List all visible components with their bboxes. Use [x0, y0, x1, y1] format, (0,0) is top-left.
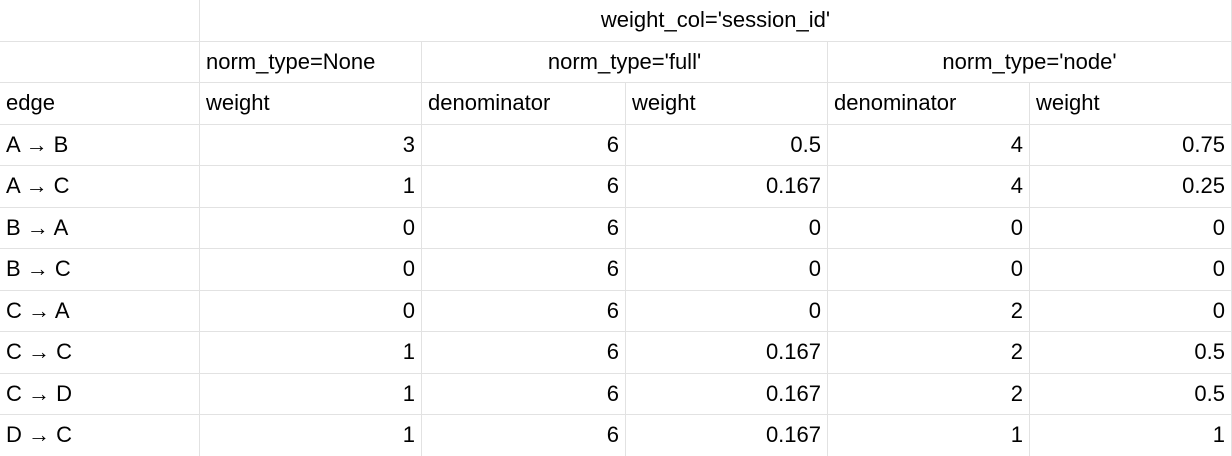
edge-label: C → A [0, 290, 200, 332]
value-cell: 0 [1030, 290, 1232, 332]
edge-label: D → C [0, 415, 200, 456]
column-header: edge [0, 83, 200, 125]
value-cell: 4 [828, 166, 1030, 208]
column-header: weight [200, 83, 422, 125]
value-cell: 0.167 [626, 415, 828, 456]
value-cell: 6 [422, 207, 626, 249]
value-cell: 2 [828, 290, 1030, 332]
value-cell: 6 [422, 166, 626, 208]
edge-label: B → C [0, 249, 200, 291]
subheader: norm_type='full' [422, 41, 828, 83]
value-cell: 0.5 [1030, 332, 1232, 374]
value-cell: 0.167 [626, 332, 828, 374]
value-cell: 0 [200, 207, 422, 249]
column-header: weight [1030, 83, 1232, 125]
value-cell: 4 [828, 124, 1030, 166]
column-header: denominator [422, 83, 626, 125]
value-cell: 1 [200, 332, 422, 374]
value-cell: 6 [422, 373, 626, 415]
value-cell: 0 [200, 249, 422, 291]
group-header: weight_col='session_id' [200, 0, 1232, 42]
value-cell: 2 [828, 332, 1030, 374]
value-cell: 1 [828, 415, 1030, 456]
edge-label: C → C [0, 332, 200, 374]
value-cell: 1 [200, 373, 422, 415]
value-cell: 1 [200, 415, 422, 456]
value-cell: 1 [1030, 415, 1232, 456]
edge-label: C → D [0, 373, 200, 415]
edge-label: B → A [0, 207, 200, 249]
value-cell: 0 [200, 290, 422, 332]
value-cell: 6 [422, 415, 626, 456]
value-cell: 6 [422, 124, 626, 166]
value-cell: 6 [422, 332, 626, 374]
empty-cell [0, 41, 200, 83]
value-cell: 6 [422, 290, 626, 332]
value-cell: 6 [422, 249, 626, 291]
value-cell: 0.5 [1030, 373, 1232, 415]
value-cell: 0.5 [626, 124, 828, 166]
value-cell: 0 [1030, 249, 1232, 291]
value-cell: 0 [626, 290, 828, 332]
edge-label: A → B [0, 124, 200, 166]
empty-cell [0, 0, 200, 42]
value-cell: 0 [828, 207, 1030, 249]
value-cell: 2 [828, 373, 1030, 415]
column-header: weight [626, 83, 828, 125]
column-header: denominator [828, 83, 1030, 125]
value-cell: 0 [626, 207, 828, 249]
value-cell: 1 [200, 166, 422, 208]
value-cell: 0.75 [1030, 124, 1232, 166]
value-cell: 0.25 [1030, 166, 1232, 208]
value-cell: 0 [1030, 207, 1232, 249]
value-cell: 0 [828, 249, 1030, 291]
value-cell: 3 [200, 124, 422, 166]
edge-label: A → C [0, 166, 200, 208]
value-cell: 0 [626, 249, 828, 291]
value-cell: 0.167 [626, 166, 828, 208]
subheader: norm_type=None [200, 41, 422, 83]
subheader: norm_type='node' [828, 41, 1232, 83]
value-cell: 0.167 [626, 373, 828, 415]
